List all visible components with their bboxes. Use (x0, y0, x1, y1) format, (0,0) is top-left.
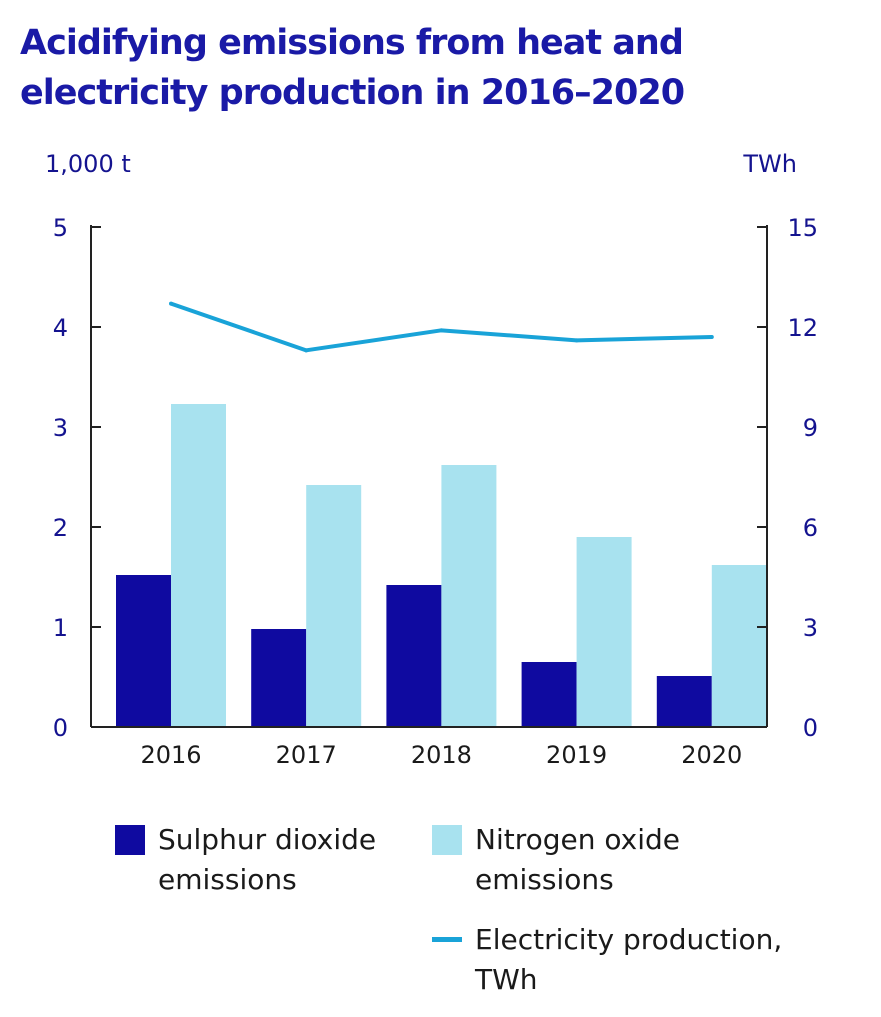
chart-canvas: 1,000 t TWh 2016 2017 2018 2019 202001234503… (45, 150, 818, 769)
left-axis-tick-label-4: 4 (53, 314, 68, 342)
left-axis-tick-label-0: 0 (53, 714, 68, 742)
legend-label-nitrogen-oxide: Nitrogen oxide emissions (475, 820, 680, 900)
bar-sulphur-dioxide-2020 (656, 676, 712, 727)
legend-label-line: Sulphur dioxide (158, 823, 377, 856)
right-axis-tick-label-0: 0 (803, 714, 818, 742)
bar-sulphur-dioxide-2018 (386, 585, 442, 727)
legend-label-sulphur-dioxide: Sulphur dioxide emissions (158, 820, 376, 900)
right-axis-tick-label-9: 9 (803, 414, 818, 442)
legend-label-line: Electricity production, (475, 923, 783, 956)
bar-nitrogen-oxide-2019 (576, 537, 632, 727)
line-point-electricity-production-2017 (304, 348, 309, 353)
bar-nitrogen-oxide-2018 (441, 465, 497, 727)
legend-swatch-nitrogen-oxide (432, 825, 462, 855)
x-tick-label-2017: 2017 (276, 741, 337, 769)
left-axis-tick-label-3: 3 (53, 414, 68, 442)
bar-nitrogen-oxide-2020 (711, 565, 767, 727)
x-tick-label-2020: 2020 (681, 741, 742, 769)
chart-title-line-2: electricity production in 2016–2020 (20, 73, 685, 113)
line-series-group (169, 301, 714, 353)
right-axis-unit-label: TWh (742, 150, 797, 178)
legend-item-electricity-production: Electricity production, TWh (432, 920, 832, 1002)
right-axis-tick-label-12: 12 (787, 314, 818, 342)
right-axis-tick-label-6: 6 (803, 514, 818, 542)
legend-label-line: emissions (158, 863, 297, 896)
right-axis-tick-label-3: 3 (803, 614, 818, 642)
line-point-electricity-production-2020 (709, 335, 714, 339)
bar-sulphur-dioxide-2017 (251, 629, 307, 727)
bar-sulphur-dioxide-2019 (521, 662, 577, 727)
legend-label-electricity-production: Electricity production, TWh (475, 920, 782, 1000)
chart-title: Acidifying emissions from heat and elect… (20, 18, 860, 118)
left-axis-tick-label-5: 5 (53, 214, 68, 242)
chart-title-line-1: Acidifying emissions from heat and (20, 23, 684, 63)
legend-item-sulphur-dioxide: Sulphur dioxide emissions (115, 820, 415, 902)
x-tick-label-2019: 2019 (546, 741, 607, 769)
legend-label-line: Nitrogen oxide (475, 823, 680, 856)
left-axis-tick-label-2: 2 (53, 514, 68, 542)
line-point-electricity-production-2019 (574, 338, 579, 343)
line-electricity-production (170, 301, 712, 353)
legend-item-nitrogen-oxide: Nitrogen oxide emissions (432, 820, 732, 902)
line-point-electricity-production-2016 (169, 301, 173, 306)
left-axis-tick-label-1: 1 (53, 614, 68, 642)
legend-swatch-electricity-production (432, 937, 462, 942)
bar-sulphur-dioxide-2016 (116, 575, 171, 727)
legend-swatch-sulphur-dioxide (115, 825, 145, 855)
right-axis-tick-label-15: 15 (787, 214, 818, 242)
axes-group (90, 225, 768, 728)
line-point-electricity-production-2018 (439, 328, 444, 333)
bars-group (116, 404, 767, 727)
x-tick-label-2016: 2016 (140, 741, 201, 769)
x-tick-label-2018: 2018 (411, 741, 472, 769)
bar-nitrogen-oxide-2016 (171, 404, 226, 727)
left-axis-unit-label: 1,000 t (45, 150, 131, 178)
legend-label-line: TWh (475, 963, 538, 996)
legend-label-line: emissions (475, 863, 614, 896)
bar-nitrogen-oxide-2017 (306, 485, 362, 727)
